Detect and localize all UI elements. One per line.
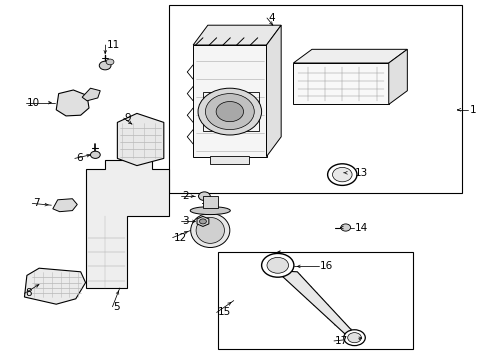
Polygon shape (388, 49, 407, 104)
Circle shape (199, 219, 206, 224)
Polygon shape (197, 216, 208, 226)
Ellipse shape (190, 213, 229, 248)
Bar (217, 252, 412, 349)
Polygon shape (193, 45, 266, 157)
Text: 17: 17 (334, 336, 347, 346)
Circle shape (205, 94, 254, 130)
Text: 15: 15 (217, 307, 230, 318)
Circle shape (216, 102, 243, 122)
Polygon shape (117, 113, 163, 166)
Text: 12: 12 (173, 233, 186, 243)
Text: 13: 13 (354, 168, 367, 178)
Circle shape (198, 88, 261, 135)
Polygon shape (53, 199, 77, 212)
Text: 5: 5 (113, 302, 120, 312)
Circle shape (261, 253, 293, 277)
Ellipse shape (190, 207, 230, 215)
Polygon shape (276, 271, 353, 334)
Circle shape (99, 61, 111, 70)
Text: 9: 9 (124, 113, 131, 123)
Polygon shape (85, 160, 168, 288)
Text: 14: 14 (354, 222, 367, 233)
Text: 11: 11 (106, 40, 120, 50)
Polygon shape (203, 196, 217, 208)
Text: 6: 6 (76, 153, 82, 163)
Text: 4: 4 (267, 13, 274, 23)
Text: 10: 10 (27, 98, 40, 108)
Text: 16: 16 (320, 261, 333, 271)
Text: 2: 2 (182, 191, 189, 201)
Circle shape (198, 192, 210, 201)
Polygon shape (293, 63, 388, 104)
Polygon shape (193, 25, 281, 45)
Circle shape (340, 224, 350, 231)
Circle shape (106, 59, 114, 65)
Polygon shape (56, 90, 89, 116)
Ellipse shape (196, 217, 224, 243)
Polygon shape (24, 268, 85, 304)
Text: 3: 3 (182, 216, 189, 226)
Polygon shape (210, 156, 249, 164)
Circle shape (347, 333, 361, 343)
Polygon shape (266, 25, 281, 157)
Circle shape (266, 257, 288, 273)
Circle shape (343, 330, 365, 346)
Text: 8: 8 (25, 288, 32, 298)
Polygon shape (293, 49, 407, 63)
Circle shape (327, 164, 356, 185)
Circle shape (332, 167, 351, 182)
Text: 7: 7 (33, 198, 40, 208)
Circle shape (90, 151, 100, 158)
Polygon shape (82, 88, 100, 101)
Bar (168, 5, 461, 193)
Text: 1: 1 (468, 105, 475, 115)
